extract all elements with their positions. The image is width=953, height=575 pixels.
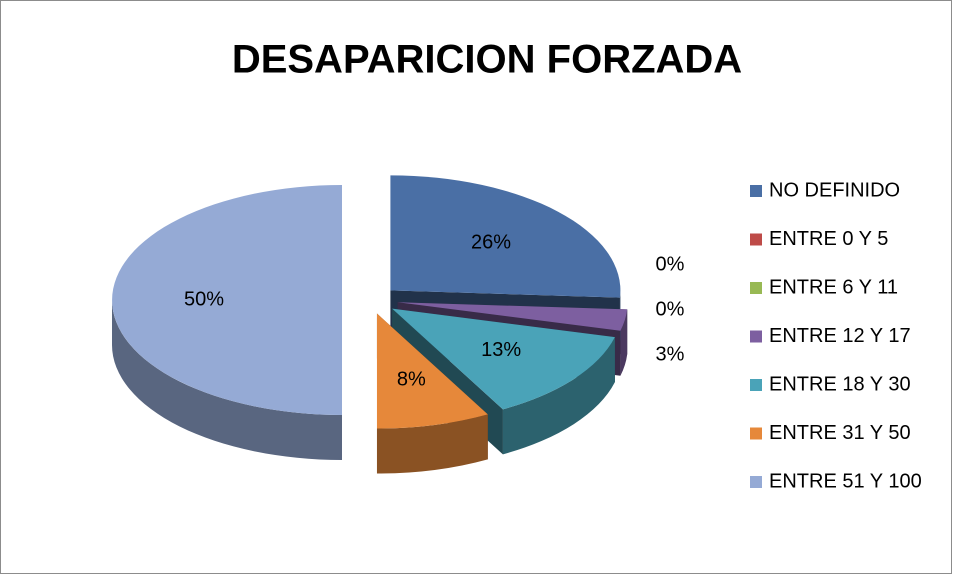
legend-label: ENTRE 6 Y 11 [769,276,898,298]
data-label: 8% [397,369,426,391]
legend-swatch [750,282,762,294]
slice [390,175,621,298]
data-label: 13% [481,339,521,361]
legend-swatch [750,233,762,246]
data-label: 50% [184,288,224,310]
legend-label: ENTRE 0 Y 5 [769,228,888,250]
slice-tops [112,175,628,429]
legend-swatch [750,427,762,440]
slice-side [620,309,628,376]
legend-swatch [750,185,762,197]
slice [392,308,615,410]
data-label: 0% [656,298,685,320]
legend-swatch [750,379,762,391]
slice-side [376,414,488,474]
legend-label: ENTRE 12 Y 17 [769,325,911,347]
slice-walls [112,290,628,474]
slice [397,302,628,331]
legend-label: ENTRE 51 Y 100 [769,470,922,492]
chart-title: DESAPARICION FORZADA [232,38,742,82]
legend-label: NO DEFINIDO [769,179,900,201]
legend-swatch [750,330,762,343]
slice [376,313,488,429]
data-label: 26% [471,231,511,253]
data-label: 0% [656,253,685,275]
legend-label: ENTRE 31 Y 50 [769,422,911,444]
slice-side [112,300,342,460]
slice [112,185,342,415]
legend-swatch [750,476,762,488]
slice-side [502,337,615,455]
data-label: 3% [656,343,685,365]
legend-label: ENTRE 18 Y 30 [769,373,911,395]
